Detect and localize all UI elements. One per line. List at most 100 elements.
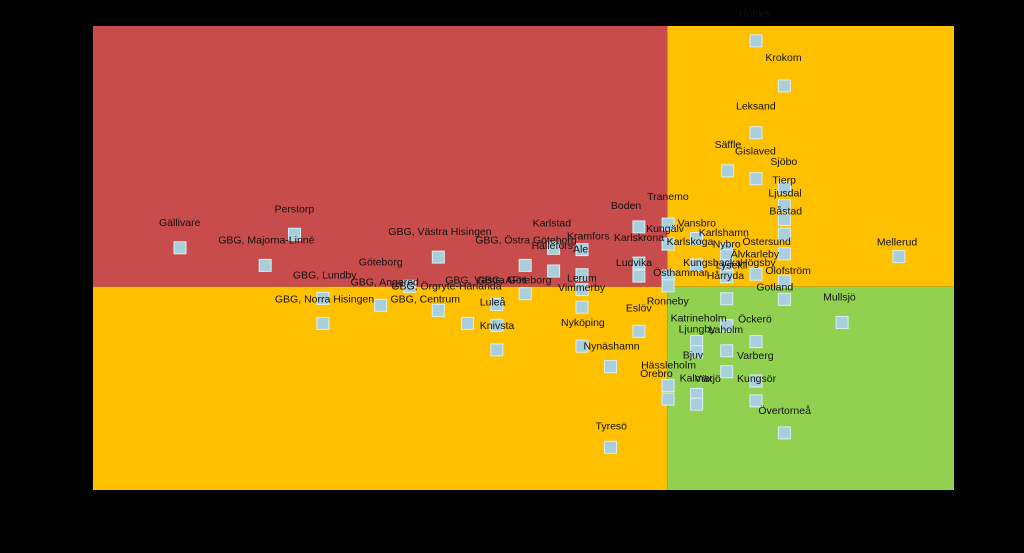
data-point-marker [690, 345, 704, 359]
data-point-label: Katrineholm [671, 313, 727, 325]
data-point-label: Eslöv [626, 302, 652, 314]
data-point-marker [518, 258, 532, 272]
data-point-marker [777, 79, 791, 93]
data-point-marker [490, 297, 504, 311]
data-point-marker [892, 250, 906, 264]
data-point-label: Ronneby [647, 296, 690, 308]
data-point-marker [288, 227, 301, 241]
data-point-marker [316, 316, 330, 330]
data-point-marker [547, 264, 561, 278]
data-point-marker [690, 232, 704, 245]
quadrant-bottom-right [667, 286, 954, 490]
data-point-marker [749, 172, 763, 186]
data-point-label: Hofors [739, 8, 770, 20]
data-point-marker [490, 343, 504, 357]
data-point-label: Karlskrona [614, 232, 664, 244]
data-point-marker [632, 220, 646, 234]
data-point-label: Tyresö [596, 420, 628, 432]
data-point-label: Bjuv [683, 350, 704, 362]
data-point-label: Öckerö [738, 314, 772, 326]
data-point-marker [604, 360, 617, 374]
data-point-label: Hässleholm [641, 360, 696, 372]
data-point-label: GBG, Lundby [293, 269, 357, 281]
data-point-marker [661, 379, 675, 393]
data-point-label: Luleå [480, 296, 506, 308]
data-point-marker [720, 344, 734, 358]
data-point-marker [749, 267, 763, 281]
data-point-marker [777, 292, 791, 306]
data-markers [173, 34, 906, 454]
data-point-label: Kramfors [567, 231, 610, 243]
quadrant-backgrounds [93, 26, 954, 490]
data-point-marker [575, 300, 589, 314]
data-point-label: Tranemo [647, 191, 689, 203]
data-point-label: Nynäshamn [584, 341, 640, 353]
data-point-marker [461, 316, 474, 330]
data-point-marker [749, 126, 763, 140]
data-point-marker [690, 397, 704, 411]
data-point-marker [661, 279, 675, 293]
data-point-marker [777, 227, 791, 241]
data-point-marker [431, 303, 445, 317]
data-point-marker [777, 213, 791, 226]
data-point-label: Sjöbo [770, 156, 797, 168]
data-point-label: GBG, Örgryte-Härlanda [391, 280, 501, 292]
data-point-label: Växjö [695, 373, 721, 385]
data-point-label: Varberg [737, 350, 774, 362]
data-point-label: Hårryda [707, 270, 745, 282]
data-point-label: Gotland [756, 281, 793, 293]
data-point-label: Vansbro [678, 218, 716, 230]
data-point-label: Boden [611, 200, 642, 212]
data-point-label: Gällivare [159, 217, 201, 229]
data-point-label: Ale [573, 244, 588, 256]
data-point-marker [749, 335, 763, 348]
data-point-label: Båstad [769, 205, 802, 217]
data-point-label: Lysekil [716, 260, 748, 272]
data-point-marker [547, 241, 561, 255]
data-point-label: Lerum [567, 273, 597, 285]
data-point-marker [632, 269, 646, 283]
data-point-marker [690, 258, 704, 272]
data-point-label: Kungsbacka [683, 257, 741, 269]
data-point-label: Krokom [765, 52, 801, 64]
data-point-label: Ljungby [679, 324, 717, 336]
data-point-label: GBG, Majorna-Linné [218, 234, 314, 246]
data-point-marker [173, 241, 187, 255]
data-point-marker [632, 324, 646, 338]
data-point-label: GBG, Centrum [391, 293, 461, 305]
data-point-marker [749, 34, 763, 48]
data-point-marker [777, 426, 791, 440]
data-point-marker [835, 316, 849, 329]
data-point-marker [316, 291, 330, 305]
data-point-label: Perstorp [275, 203, 315, 215]
data-point-label: Knivsta [480, 320, 515, 332]
data-point-label: Laholm [709, 324, 744, 336]
data-point-label: GBG, AFH [477, 274, 527, 286]
data-point-label: Östhammar [653, 267, 708, 279]
data-point-label: GBG, Västra Hisingen [388, 226, 491, 238]
data-point-label: Nybro [713, 239, 741, 251]
data-point-marker [720, 270, 734, 284]
data-point-label: Vimmerby [558, 282, 606, 294]
data-point-marker [777, 199, 791, 213]
data-point-marker [258, 258, 272, 272]
data-point-label: Mellerud [877, 237, 917, 249]
data-point-label: Ljusdal [768, 188, 801, 200]
data-point-marker [403, 279, 417, 293]
data-point-marker [575, 243, 589, 257]
data-point-label: GBG, Angered [351, 276, 419, 288]
data-point-label: Tierp [772, 175, 796, 187]
data-point-marker [632, 256, 646, 270]
data-point-marker [777, 247, 791, 261]
quadrant-top-right [667, 26, 954, 287]
data-point-label: Kungsör [737, 373, 777, 385]
data-point-label: GBG, Norra Hisingen [275, 293, 374, 305]
data-point-label: Nyköping [561, 317, 605, 329]
data-point-label: Östersund [742, 236, 791, 248]
data-point-label: Karlstad [533, 217, 572, 229]
quadrant-top-left [93, 26, 668, 287]
data-point-label: Säffle [715, 139, 742, 151]
data-point-label: Övertorneå [758, 405, 811, 417]
data-point-marker [777, 181, 791, 195]
